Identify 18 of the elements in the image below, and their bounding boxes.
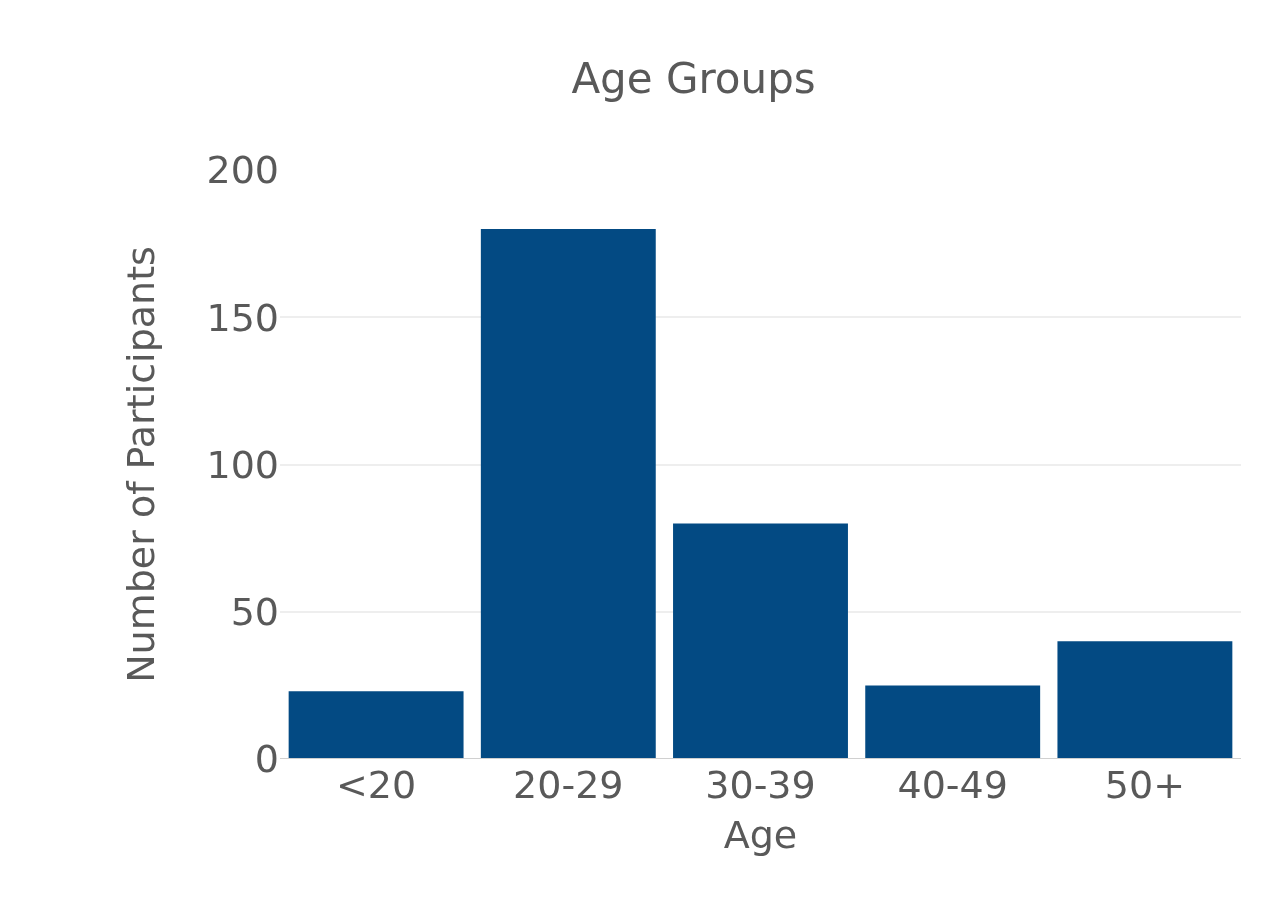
y-tick-label: 50 bbox=[230, 590, 279, 635]
x-tick-label: 20-29 bbox=[513, 763, 624, 807]
x-tick-label: 50+ bbox=[1104, 763, 1185, 807]
x-tick-label: <20 bbox=[336, 763, 417, 807]
y-tick-label: 100 bbox=[206, 442, 279, 487]
bar bbox=[1057, 641, 1233, 759]
bar bbox=[288, 691, 464, 759]
x-tick-label: 40-49 bbox=[897, 763, 1008, 807]
bar bbox=[673, 523, 848, 759]
chart-title: Age Groups bbox=[571, 54, 816, 104]
bar bbox=[480, 228, 656, 759]
y-tick-label: 0 bbox=[254, 737, 279, 782]
x-axis-title: Age bbox=[723, 813, 798, 858]
y-axis-title: Number of Participants bbox=[118, 246, 163, 683]
y-tick-label: 200 bbox=[206, 148, 279, 193]
y-tick-label: 150 bbox=[206, 295, 279, 340]
bar bbox=[865, 685, 1041, 759]
x-tick-label: 30-39 bbox=[705, 763, 816, 807]
